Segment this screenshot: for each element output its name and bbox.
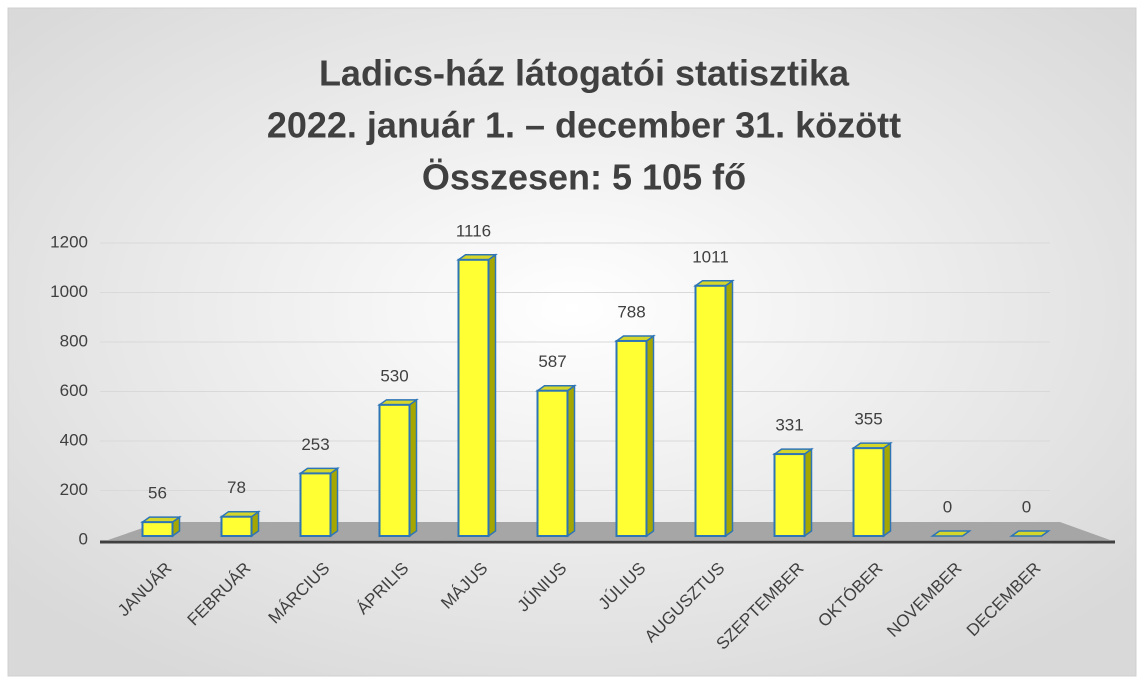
- data-label: 253: [301, 435, 329, 454]
- data-label: 0: [1022, 497, 1031, 516]
- bar: [536, 389, 569, 537]
- bar: [694, 284, 727, 537]
- bar-side: [566, 384, 576, 538]
- bar: [457, 258, 490, 537]
- bar: [220, 515, 253, 538]
- y-tick-label: 800: [60, 331, 88, 350]
- y-tick-label: 400: [60, 430, 88, 449]
- y-tick-label: 1000: [50, 282, 88, 301]
- data-label: 56: [148, 484, 167, 503]
- chart-title: 2022. január 1. – december 31. között: [267, 105, 901, 146]
- bar: [615, 339, 648, 537]
- data-label: 355: [854, 410, 882, 429]
- bar-side: [329, 466, 339, 538]
- bar-top: [1009, 530, 1051, 537]
- bar-side: [803, 447, 813, 538]
- data-label: 530: [380, 366, 408, 385]
- bar-side: [645, 334, 655, 538]
- chart-title: Összesen: 5 105 fő: [422, 157, 746, 198]
- bar: [299, 472, 332, 538]
- data-label: 788: [617, 302, 645, 321]
- bar-top: [930, 530, 972, 537]
- y-tick-label: 1200: [50, 232, 88, 251]
- y-tick-label: 200: [60, 480, 88, 499]
- bar: [852, 447, 885, 538]
- data-label: 331: [775, 416, 803, 435]
- bar-side: [882, 441, 892, 538]
- bar-side: [487, 253, 497, 538]
- data-label: 587: [538, 352, 566, 371]
- bar-side: [408, 398, 418, 538]
- chart-title: Ladics-ház látogatói statisztika: [319, 53, 850, 94]
- bar: [378, 403, 411, 538]
- bar-side: [724, 279, 734, 538]
- bar: [773, 453, 806, 538]
- data-label: 1116: [456, 221, 491, 240]
- data-label: 0: [943, 497, 952, 516]
- bar: [141, 521, 174, 538]
- y-tick-label: 0: [79, 529, 88, 548]
- data-label: 78: [227, 478, 246, 497]
- data-label: 1011: [692, 247, 729, 266]
- y-tick-label: 600: [60, 381, 88, 400]
